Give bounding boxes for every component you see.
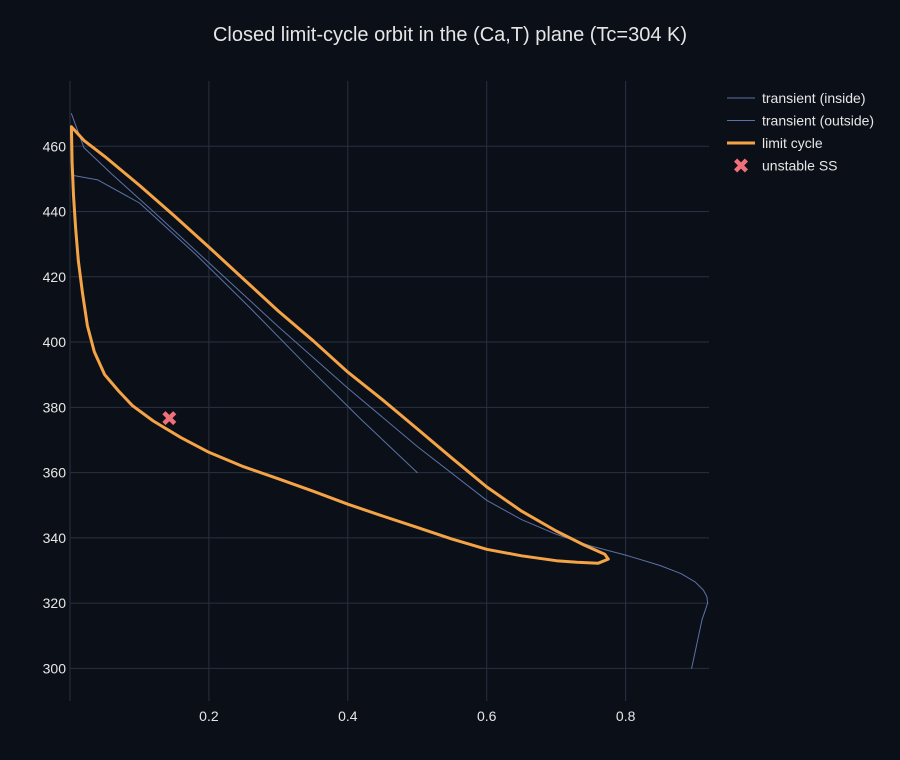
y-tick-label: 340 — [43, 530, 67, 546]
unstable-ss-point — [162, 411, 177, 426]
y-tick-label: 360 — [43, 465, 67, 481]
legend-label: unstable SS — [762, 158, 838, 174]
legend[interactable]: transient (inside) transient (outside) lim… — [727, 90, 874, 174]
legend-item-transient-outside-line[interactable]: transient (outside) — [727, 113, 874, 129]
legend-label: transient (inside) — [762, 90, 866, 106]
axis-tick-labels: 0.2 0.4 0.6 0.8 300 320 340 360 380 400 420 440 460 — [43, 138, 636, 724]
plot-series — [70, 113, 709, 669]
legend-swatch-x-marker — [734, 158, 748, 173]
y-tick-label: 460 — [43, 138, 67, 154]
y-tick-label: 320 — [43, 595, 67, 611]
legend-label: transient (outside) — [762, 113, 874, 129]
series-transient-inside-line — [73, 175, 418, 474]
legend-item-transient-inside-line[interactable]: transient (inside) — [727, 90, 866, 106]
x-tick-label: 0.6 — [477, 708, 497, 724]
x-tick-label: 0.4 — [338, 708, 358, 724]
series-limit-cycle-line — [70, 125, 610, 565]
y-tick-label: 400 — [43, 334, 67, 350]
legend-item-unstable-ss-marker[interactable]: unstable SS — [734, 158, 838, 174]
y-tick-label: 420 — [43, 269, 67, 285]
x-tick-label: 0.8 — [616, 708, 636, 724]
y-tick-label: 300 — [43, 660, 67, 676]
series-transient-outside-line — [70, 113, 709, 669]
legend-item-limit-cycle-line[interactable]: limit cycle — [727, 135, 823, 151]
x-tick-label: 0.2 — [199, 708, 219, 724]
y-tick-label: 380 — [43, 399, 67, 415]
y-tick-label: 440 — [43, 204, 67, 220]
legend-label: limit cycle — [762, 135, 823, 151]
chart-title: Closed limit-cycle orbit in the (Ca,T) p… — [213, 24, 687, 46]
